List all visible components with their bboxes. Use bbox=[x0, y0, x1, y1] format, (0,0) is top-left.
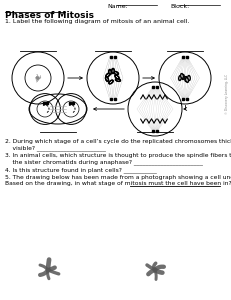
Bar bbox=[156, 130, 158, 132]
Bar bbox=[182, 56, 184, 58]
Bar bbox=[46, 102, 48, 104]
Bar bbox=[69, 102, 70, 104]
Ellipse shape bbox=[115, 75, 119, 79]
Bar bbox=[152, 86, 154, 88]
Bar bbox=[156, 86, 158, 88]
Ellipse shape bbox=[182, 74, 184, 80]
Text: 3. In animal cells, which structure is thought to produce the spindle fibers tha: 3. In animal cells, which structure is t… bbox=[5, 153, 231, 158]
Ellipse shape bbox=[109, 70, 111, 74]
Text: Phases of Mitosis: Phases of Mitosis bbox=[5, 11, 94, 20]
Text: Based on the drawing, in what stage of mitosis must the cell have been in?: Based on the drawing, in what stage of m… bbox=[5, 181, 231, 186]
Text: 4. Is this structure found in plant cells? ___________: 4. Is this structure found in plant cell… bbox=[5, 167, 157, 173]
Ellipse shape bbox=[179, 76, 181, 80]
Ellipse shape bbox=[109, 80, 113, 84]
Bar bbox=[43, 102, 45, 104]
Text: © Discovery Learning, LLC: © Discovery Learning, LLC bbox=[225, 74, 229, 114]
Ellipse shape bbox=[188, 76, 190, 80]
Ellipse shape bbox=[114, 71, 118, 74]
Bar bbox=[186, 56, 188, 58]
Ellipse shape bbox=[181, 74, 183, 79]
Ellipse shape bbox=[112, 68, 114, 74]
Text: visible? _______________________: visible? _______________________ bbox=[5, 145, 106, 151]
Bar bbox=[110, 56, 112, 58]
Text: the sister chromatids during anaphase? _______________________: the sister chromatids during anaphase? _… bbox=[5, 159, 203, 165]
Bar bbox=[72, 102, 73, 104]
Bar bbox=[110, 98, 112, 100]
Text: Name:: Name: bbox=[107, 4, 128, 9]
Bar bbox=[182, 98, 184, 100]
Ellipse shape bbox=[185, 76, 187, 82]
Text: Block:: Block: bbox=[170, 4, 189, 9]
Text: 5. The drawing below has been made from a photograph showing a cell undergoing m: 5. The drawing below has been made from … bbox=[5, 175, 231, 180]
Bar bbox=[114, 56, 116, 58]
Bar bbox=[114, 98, 116, 100]
Ellipse shape bbox=[186, 78, 188, 82]
Ellipse shape bbox=[106, 76, 109, 81]
Bar bbox=[186, 98, 188, 100]
Text: 1. Label the following diagram of mitosis of an animal cell.: 1. Label the following diagram of mitosi… bbox=[5, 19, 189, 24]
Ellipse shape bbox=[116, 79, 120, 81]
Text: 2. During which stage of a cell’s cycle do the replicated chromosomes thicken an: 2. During which stage of a cell’s cycle … bbox=[5, 139, 231, 144]
Bar bbox=[152, 130, 154, 132]
Ellipse shape bbox=[106, 73, 110, 77]
